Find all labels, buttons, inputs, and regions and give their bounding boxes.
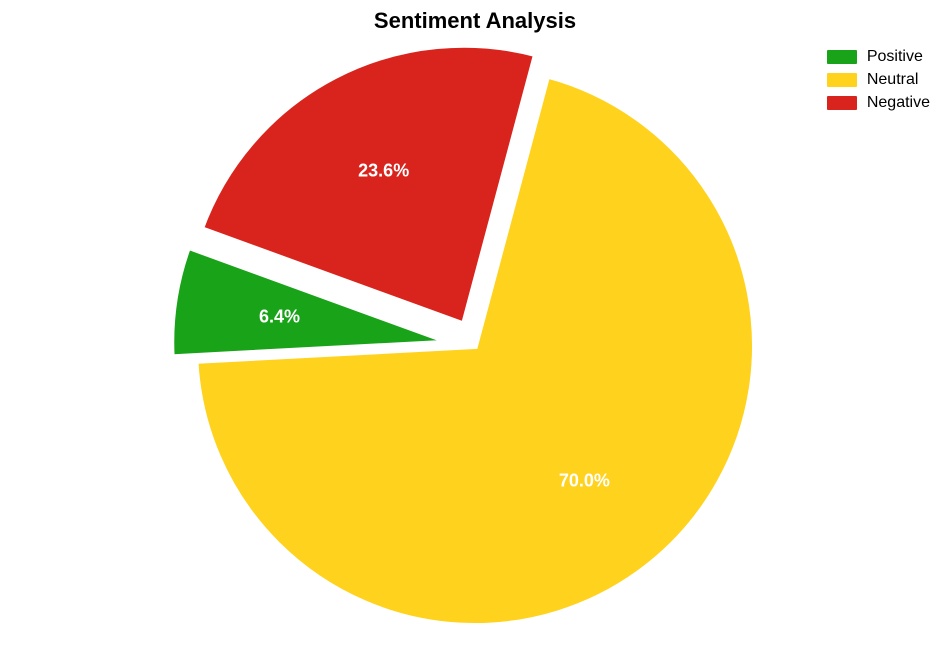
pie-label-negative: 23.6% bbox=[358, 160, 409, 181]
pie-label-neutral: 70.0% bbox=[559, 470, 610, 491]
pie-label-positive: 6.4% bbox=[259, 306, 300, 327]
pie-chart bbox=[0, 0, 950, 662]
